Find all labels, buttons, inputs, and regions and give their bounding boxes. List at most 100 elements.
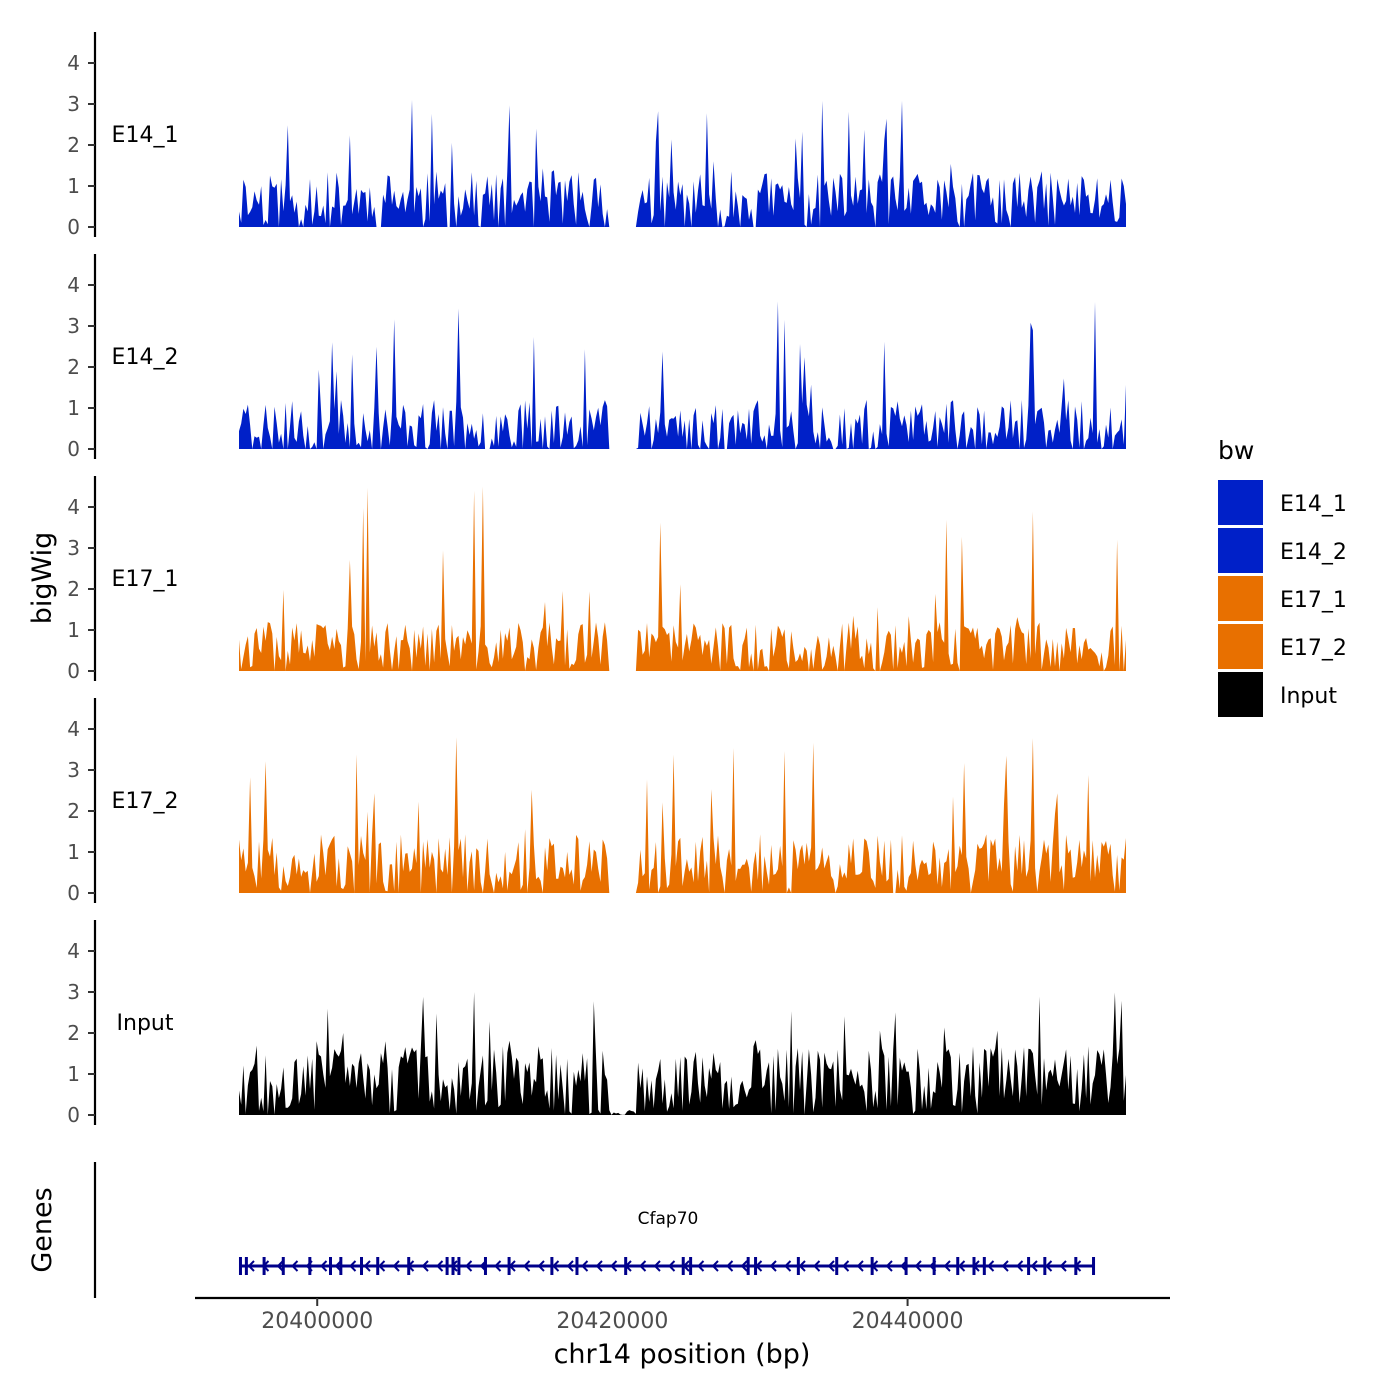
exon [932,1257,936,1275]
exon [1027,1257,1031,1275]
strand-arrow [1001,1260,1009,1272]
strand-arrow [595,1260,603,1272]
strand-arrow [320,1260,328,1272]
legend: bw E14_1 E14_2 E17_1 E17_2 Input [1218,436,1347,717]
strand-arrow [958,1260,966,1272]
coverage-area-e14_1 [239,99,1126,227]
strand-arrow [291,1260,299,1272]
track-label: E14_1 [112,123,179,148]
exon [972,1257,976,1275]
y-tick-label: 2 [67,355,80,379]
y-tick-label: 3 [67,980,80,1004]
x-tick-label: 20400000 [261,1309,373,1334]
strand-arrow [885,1260,893,1272]
exon [624,1257,628,1275]
strand-arrow [813,1260,821,1272]
y-axis-title: bigWig [27,532,58,625]
exon [550,1257,554,1275]
x-axis-title: chr14 position (bp) [554,1339,811,1370]
strand-arrow [1045,1260,1053,1272]
strand-arrow [639,1260,647,1272]
y-tick-label: 0 [67,437,80,461]
x-ticks: 20400000 20440000 20420000 [261,1298,964,1334]
coverage-area-e17_1 [239,486,1126,671]
exon [359,1257,363,1275]
exon [746,1257,750,1275]
legend-label: E14_1 [1280,492,1347,517]
track-label: Input [117,1011,174,1036]
gene-label: Cfap70 [638,1209,699,1229]
strand-arrow [392,1260,400,1272]
y-tick-label: 2 [67,1021,80,1045]
exon [308,1257,312,1275]
exon [329,1257,333,1275]
strand-arrow [1016,1260,1024,1272]
strand-arrow [349,1260,357,1272]
strand-arrow [943,1260,951,1272]
y-tick-label: 2 [67,799,80,823]
y-tick-label: 0 [67,215,80,239]
strand-arrow [363,1260,371,1272]
y-tick-label: 1 [67,174,80,198]
legend-label: E17_1 [1280,588,1347,613]
y-tick-label: 4 [67,495,80,519]
strand-arrow [827,1260,835,1272]
track-e17_1: 0 1 2 3 4 E17_1 [67,476,1126,683]
strand-arrow [798,1260,806,1272]
strand-arrow [552,1260,560,1272]
strand-arrow [436,1260,444,1272]
legend-label: Input [1280,684,1337,709]
track-e17_2: 0 1 2 3 4 E17_2 [67,698,1126,905]
strand-arrow [711,1260,719,1272]
y-tick-label: 0 [67,1103,80,1127]
gene-model [238,1257,1096,1275]
exon [870,1257,874,1275]
strand-arrow [276,1260,284,1272]
track-e14_2: 0 1 2 3 4 E14_2 [67,254,1126,461]
strand-arrow [697,1260,705,1272]
strand-arrow [914,1260,922,1272]
exon [904,1257,908,1275]
strand-arrow [769,1260,777,1272]
strand-arrow [523,1260,531,1272]
y-tick-label: 2 [67,577,80,601]
legend-label: E14_2 [1280,540,1347,565]
exon [1043,1257,1047,1275]
y-tick-label: 0 [67,881,80,905]
exon [754,1257,758,1275]
strand-arrow [726,1260,734,1272]
exon [457,1257,461,1275]
y-tick-label: 3 [67,758,80,782]
exon [376,1257,380,1275]
exon [281,1257,285,1275]
legend-swatch-e14_1 [1218,480,1263,525]
exon [244,1257,248,1275]
y-tick-label: 4 [67,273,80,297]
exon [451,1257,455,1275]
y-tick-label: 4 [67,939,80,963]
legend-swatch-e17_2 [1218,624,1263,669]
strand-arrow [378,1260,386,1272]
gene-panel: Genes Cfap70 [27,1162,1096,1298]
strand-arrow [247,1260,255,1272]
strand-arrow [987,1260,995,1272]
exon [681,1257,685,1275]
exon [956,1257,960,1275]
x-tick-label: 20420000 [556,1309,668,1334]
exon [689,1257,693,1275]
strand-arrow [653,1260,661,1272]
exon [339,1257,343,1275]
coverage-area-e17_2 [239,737,1126,893]
strand-arrow [1059,1260,1067,1272]
exon [835,1257,839,1275]
track-label: E14_2 [112,345,179,370]
exon [238,1257,242,1275]
exon [1074,1257,1078,1275]
strand-arrow [566,1260,574,1272]
genes-axis-title: Genes [27,1187,58,1272]
legend-swatch-e17_1 [1218,576,1263,621]
strand-arrow [581,1260,589,1272]
track-label: E17_2 [112,789,179,814]
strand-arrow [334,1260,342,1272]
